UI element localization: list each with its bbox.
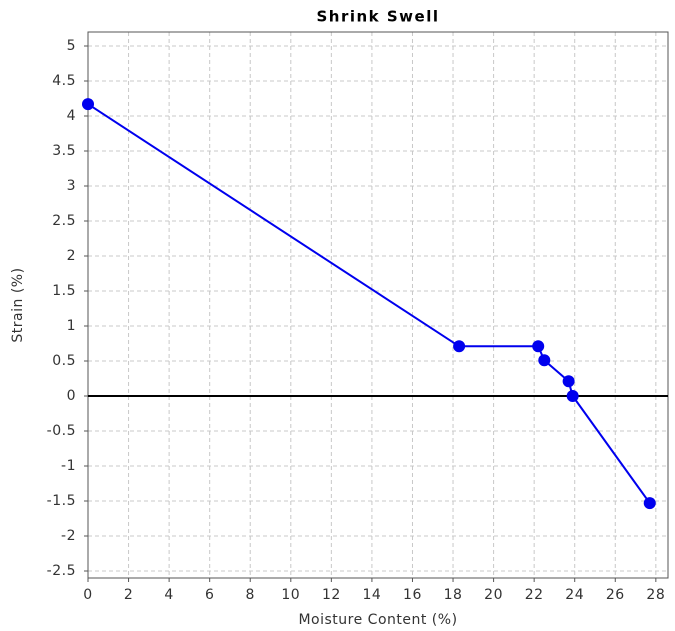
y-tick-label: 3 (67, 178, 76, 194)
data-point (538, 354, 551, 367)
data-point (562, 375, 575, 388)
x-tick-label: 2 (124, 587, 133, 603)
x-tick-label: 28 (646, 587, 665, 603)
x-tick-label: 4 (164, 587, 173, 603)
x-tick-label: 22 (525, 587, 544, 603)
series-line (87, 103, 651, 504)
x-tick-label: 8 (246, 587, 255, 603)
x-axis-label: Moisture Content (%) (298, 612, 457, 628)
y-tick-label: 0 (67, 388, 76, 404)
y-tick-label: -0.5 (47, 423, 76, 439)
x-tick-label: 14 (363, 587, 382, 603)
y-tick-label: 2.5 (52, 213, 76, 229)
y-tick-label: 3.5 (52, 143, 76, 159)
y-tick-label: -1.5 (47, 493, 76, 509)
data-point (82, 98, 94, 111)
x-tick-label: 26 (606, 587, 625, 603)
y-tick-label: -2.5 (47, 563, 76, 579)
y-tick-label: 2 (67, 248, 76, 264)
y-tick-label: 1 (67, 318, 76, 334)
data-point (453, 340, 466, 353)
data-point (532, 340, 545, 353)
x-tick-label: 6 (205, 587, 214, 603)
x-tick-label: 18 (444, 587, 463, 603)
data-point (566, 390, 579, 402)
x-tick-label: 12 (322, 587, 341, 603)
y-axis-label: Strain (%) (10, 267, 26, 342)
y-tick-label: 0.5 (52, 353, 76, 369)
x-tick-label: 0 (83, 587, 92, 603)
x-tick-label: 10 (281, 587, 300, 603)
y-tick-label: 4.5 (52, 73, 76, 89)
y-tick-label: 4 (67, 108, 76, 124)
y-tick-label: -2 (61, 528, 76, 544)
plot-frame (87, 31, 669, 579)
y-tick-label: -1 (61, 458, 76, 474)
x-tick-label: 16 (403, 587, 422, 603)
x-tick-label: 24 (565, 587, 584, 603)
y-tick-label: 5 (67, 38, 76, 54)
y-tick-label: 1.5 (52, 283, 76, 299)
x-tick-label: 20 (484, 587, 503, 603)
chart-title: Shrink Swell (316, 8, 439, 26)
data-point (643, 497, 656, 510)
